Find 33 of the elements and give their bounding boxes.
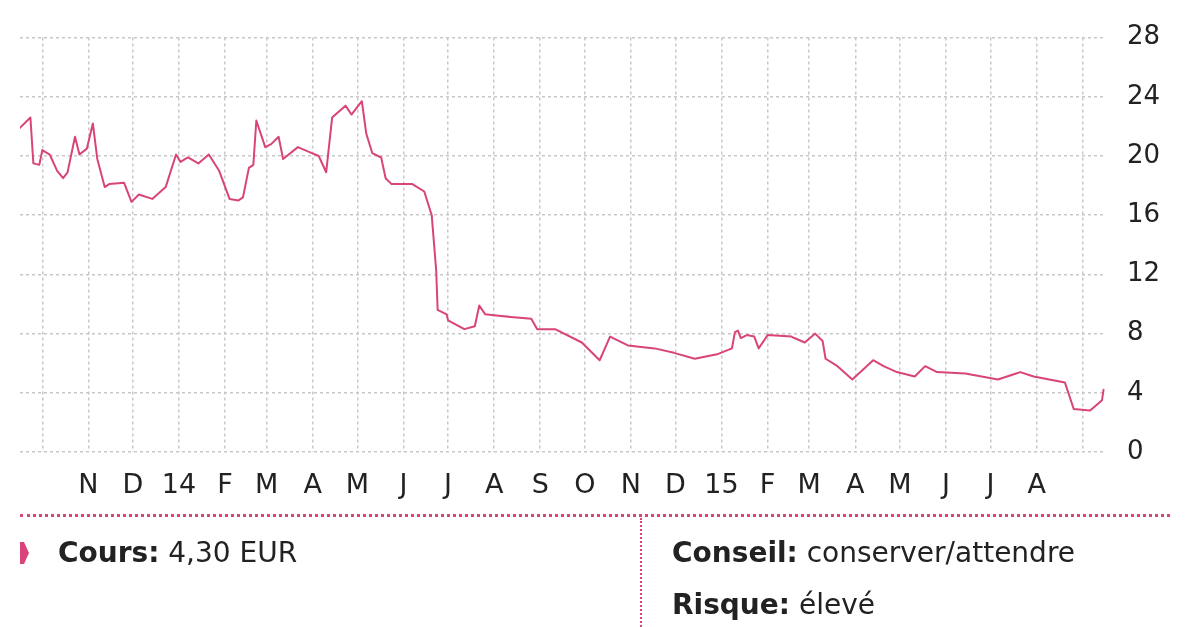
x-tick-label: M bbox=[797, 468, 821, 500]
x-tick-label: J bbox=[397, 468, 408, 500]
x-tick-label: O bbox=[574, 468, 596, 500]
x-tick-label: D bbox=[665, 468, 686, 500]
x-tick-label: D bbox=[122, 468, 144, 500]
x-tick-label: F bbox=[217, 468, 233, 500]
x-tick-label: J bbox=[442, 468, 453, 500]
x-tick-label: M bbox=[888, 468, 912, 500]
x-tick-label: F bbox=[759, 468, 776, 500]
x-tick-label: S bbox=[531, 468, 549, 500]
y-tick-label: 4 bbox=[1127, 375, 1144, 406]
text: Risque: élevé bbox=[672, 588, 875, 622]
y-tick-label: 28 bbox=[1127, 20, 1161, 51]
y-tick-label: 0 bbox=[1127, 434, 1144, 465]
text: Conseil: conserver/attendre bbox=[672, 536, 1076, 570]
text: Cours: 4,30 EUR bbox=[58, 536, 298, 570]
x-tick-label: 15 bbox=[704, 468, 739, 500]
y-tick-label: 8 bbox=[1127, 316, 1144, 347]
x-tick-label: N bbox=[620, 468, 641, 500]
x-tick-label: M bbox=[345, 468, 370, 500]
x-tick-label: A bbox=[846, 468, 866, 500]
x-tick-label: N bbox=[78, 468, 99, 500]
x-tick-label: M bbox=[255, 468, 279, 500]
x-tick-label: 14 bbox=[161, 468, 197, 500]
x-tick-label: J bbox=[939, 468, 950, 500]
x-tick-label: A bbox=[303, 468, 323, 500]
x-tick-label: A bbox=[1027, 468, 1047, 500]
x-tick-label: J bbox=[984, 468, 995, 500]
x-tick-label: A bbox=[484, 468, 504, 500]
y-tick-label: 24 bbox=[1127, 79, 1161, 110]
y-tick-label: 20 bbox=[1127, 138, 1161, 169]
y-tick-label: 16 bbox=[1127, 197, 1161, 228]
y-tick-label: 12 bbox=[1127, 257, 1161, 288]
